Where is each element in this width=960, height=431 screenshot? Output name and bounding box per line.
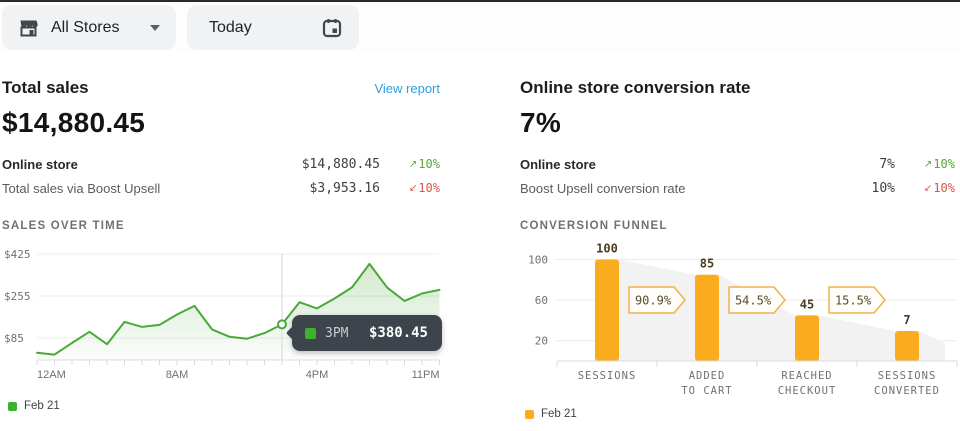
sales-over-time-chart: $425 $255 $85 12AM 8AM 4PM 11PM 3PM $380.45 [2, 238, 452, 390]
store-selector-button[interactable]: All Stores [2, 5, 176, 50]
conversion-rate-header: Online store conversion rate [520, 78, 955, 98]
metric-row-boost-upsell: Total sales via Boost Upsell $3,953.16 ↙… [2, 176, 440, 200]
y-axis-tick-label: $425 [4, 248, 31, 261]
metric-delta-badge: ↗ 10% [911, 157, 955, 171]
conversion-badge-label: 90.9% [635, 294, 672, 308]
highlight-marker [277, 319, 287, 330]
funnel-stage-label: REACHED [781, 370, 832, 382]
sales-line-chart[interactable]: $425 $255 $85 12AM 8AM 4PM 11PM [2, 238, 452, 390]
x-axis-tick-label: 8AM [166, 369, 189, 381]
funnel-stage-label: TO CART [681, 385, 732, 397]
chart-tooltip: 3PM $380.45 [292, 315, 442, 351]
funnel-bar [595, 259, 619, 361]
store-selector-label: All Stores [51, 18, 120, 36]
total-sales-header: Total sales View report [2, 78, 440, 98]
tooltip-time: 3PM [325, 325, 349, 341]
metric-value: 10% [871, 180, 895, 196]
series-swatch [305, 327, 316, 339]
conversion-badge-label: 15.5% [835, 294, 872, 308]
tooltip-value: $380.45 [368, 325, 428, 341]
metric-label: Online store [2, 156, 78, 172]
metric-delta-value: 10% [418, 157, 440, 171]
topbar: All Stores Today [0, 2, 960, 52]
funnel-stage-label: CONVERTED [874, 385, 940, 397]
date-range-button[interactable]: Today [187, 5, 359, 50]
metric-delta-value: 10% [418, 181, 440, 195]
x-axis-tick-label: 4PM [306, 369, 329, 381]
metric-label: Total sales via Boost Upsell [2, 180, 161, 196]
chevron-down-icon [150, 24, 160, 31]
metric-delta-badge: ↙ 10% [911, 181, 955, 195]
dashboard-content: Total sales View report $14,880.45 Onlin… [0, 52, 960, 420]
total-sales-title: Total sales [2, 78, 89, 97]
sales-metrics: Online store $14,880.45 ↗ 10% Total sales… [2, 152, 440, 200]
legend-label: Feb 21 [541, 408, 577, 420]
y-axis-tick-label: $255 [4, 290, 31, 303]
funnel-stage-label: CHECKOUT [778, 385, 837, 397]
bar-value-label: 85 [700, 257, 714, 271]
conversion-rate-title: Online store conversion rate [520, 78, 751, 97]
bar-value-label: 7 [903, 313, 910, 327]
y-axis-tick-label: 20 [535, 335, 548, 348]
date-range-label: Today [209, 18, 252, 36]
conversion-funnel-heading: CONVERSION FUNNEL [520, 220, 668, 232]
total-sales-value: $14,880.45 [2, 107, 146, 138]
metric-label: Online store [520, 156, 596, 172]
conversion-rate-value: 7% [520, 107, 562, 138]
bar-value-label: 100 [596, 242, 618, 256]
conversion-metrics: Online store 7% ↗ 10% Boost Upsell conver… [520, 152, 955, 200]
metric-delta-value: 10% [933, 157, 955, 171]
bar-value-label: 45 [800, 297, 814, 311]
funnel-bar [695, 274, 719, 361]
funnel-stage-label: SESSIONS [578, 370, 637, 382]
metric-label: Boost Upsell conversion rate [520, 180, 686, 196]
conversion-funnel-chart: 100 60 20 100 85 45 7 SESSIONS ADDED TO CART REACH… [520, 238, 960, 398]
y-axis-tick-label: 100 [528, 254, 548, 267]
calendar-icon [321, 17, 343, 39]
metric-delta-value: 10% [933, 181, 955, 195]
legend-swatch-green [8, 401, 17, 411]
metric-row-boost-upsell-rate: Boost Upsell conversion rate 10% ↙ 10% [520, 176, 955, 200]
legend-label: Feb 21 [24, 400, 60, 412]
y-axis-tick-label: 60 [535, 294, 548, 307]
metric-row-online-store: Online store $14,880.45 ↗ 10% [2, 152, 440, 176]
metric-value: $14,880.45 [301, 156, 380, 172]
sales-over-time-heading: SALES OVER TIME [2, 220, 125, 232]
conversion-rate-panel: Online store conversion rate 7% Online s… [520, 78, 958, 420]
conversion-badge [728, 286, 786, 314]
sales-legend: Feb 21 [8, 400, 440, 412]
conversion-badge-label: 54.5% [735, 294, 772, 308]
funnel-bar [895, 331, 919, 361]
conversion-badge [828, 286, 886, 314]
metric-row-online-store-rate: Online store 7% ↗ 10% [520, 152, 955, 176]
x-axis-tick-label: 12AM [37, 369, 66, 381]
storefront-icon [18, 18, 39, 38]
funnel-stage-label: ADDED [689, 370, 726, 382]
metric-value: 7% [879, 156, 895, 172]
panel-gap [440, 78, 520, 420]
conversion-badge [628, 286, 686, 314]
trend-down-icon: ↙ [408, 182, 418, 194]
trend-up-icon: ↗ [408, 158, 418, 170]
sales-line [36, 262, 441, 356]
funnel-stage-label: SESSIONS [878, 370, 937, 382]
trend-down-icon: ↙ [923, 182, 933, 194]
total-sales-panel: Total sales View report $14,880.45 Onlin… [2, 78, 442, 420]
legend-swatch-orange [525, 409, 534, 419]
x-axis-tick-label: 11PM [412, 369, 440, 381]
funnel-legend: Feb 21 [525, 408, 955, 420]
view-report-link[interactable]: View report [374, 81, 440, 96]
funnel-bar-chart[interactable]: 100 60 20 100 85 45 7 SESSIONS ADDED TO CART REACH… [520, 238, 960, 398]
funnel-bar [795, 315, 819, 361]
trend-up-icon: ↗ [923, 158, 933, 170]
metric-value: $3,953.16 [309, 180, 380, 196]
y-axis-tick-label: $85 [4, 332, 24, 345]
metric-delta-badge: ↙ 10% [396, 181, 440, 195]
metric-delta-badge: ↗ 10% [396, 157, 440, 171]
